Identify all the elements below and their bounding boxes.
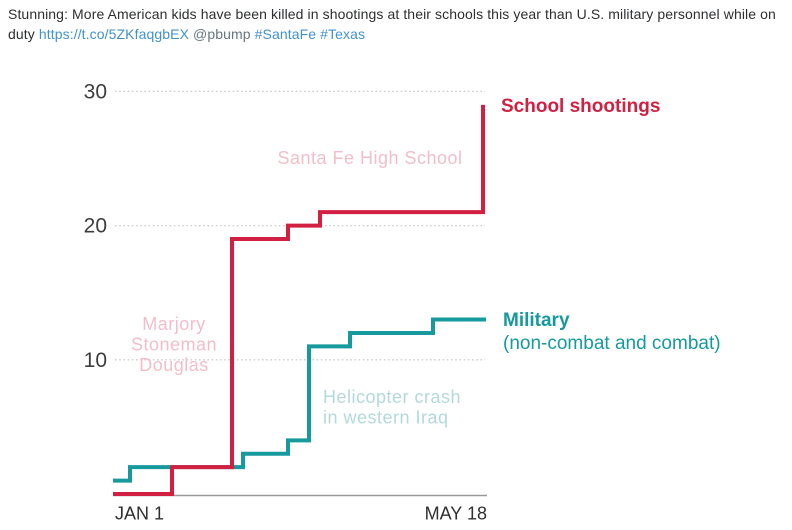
y-tick-label-20: 20 <box>84 215 107 238</box>
tweet-mention-link[interactable]: @pbump <box>193 26 251 42</box>
series-line-military <box>113 317 486 483</box>
annotation-marjory-stoneman-douglas-line1: Marjory <box>142 314 206 334</box>
tweet-line2-prefix: duty <box>8 26 39 42</box>
annotation-helicopter-crash-line1: Helicopter crash <box>323 387 461 407</box>
annotation-marjory-stoneman-douglas-line2: Stoneman <box>131 335 217 355</box>
military-label-line2: (non-combat and combat) <box>503 333 721 354</box>
annotation-santa-fe: Santa Fe High School <box>277 148 462 168</box>
annotation-marjory-stoneman-douglas-line3: Douglas <box>139 355 209 375</box>
tweet-text: Stunning: More American kids have been k… <box>0 0 792 44</box>
hashtag-texas-link[interactable]: #Texas <box>320 26 366 42</box>
hashtag-santafe-link[interactable]: #SantaFe <box>254 26 317 42</box>
y-tick-label-30: 30 <box>84 80 107 103</box>
tweet-url-link[interactable]: https://t.co/5ZKfaqgbEX <box>38 26 190 42</box>
x-axis-label-start: JAN 1 <box>115 504 164 524</box>
military-label-line1: Military <box>503 310 570 331</box>
series-line-school-shootings <box>113 104 485 496</box>
y-tick-label-10: 10 <box>84 349 107 372</box>
annotation-helicopter-crash-line2: in western Iraq <box>323 408 449 428</box>
school-shootings-label: School shootings <box>501 96 660 117</box>
x-axis-label-end: MAY 18 <box>425 504 487 524</box>
tweet-line1: Stunning: More American kids have been k… <box>8 6 776 22</box>
